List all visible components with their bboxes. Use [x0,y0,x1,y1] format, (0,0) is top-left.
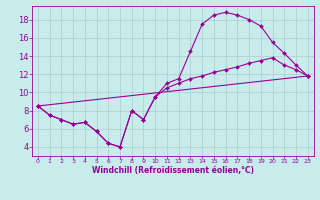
X-axis label: Windchill (Refroidissement éolien,°C): Windchill (Refroidissement éolien,°C) [92,166,254,175]
